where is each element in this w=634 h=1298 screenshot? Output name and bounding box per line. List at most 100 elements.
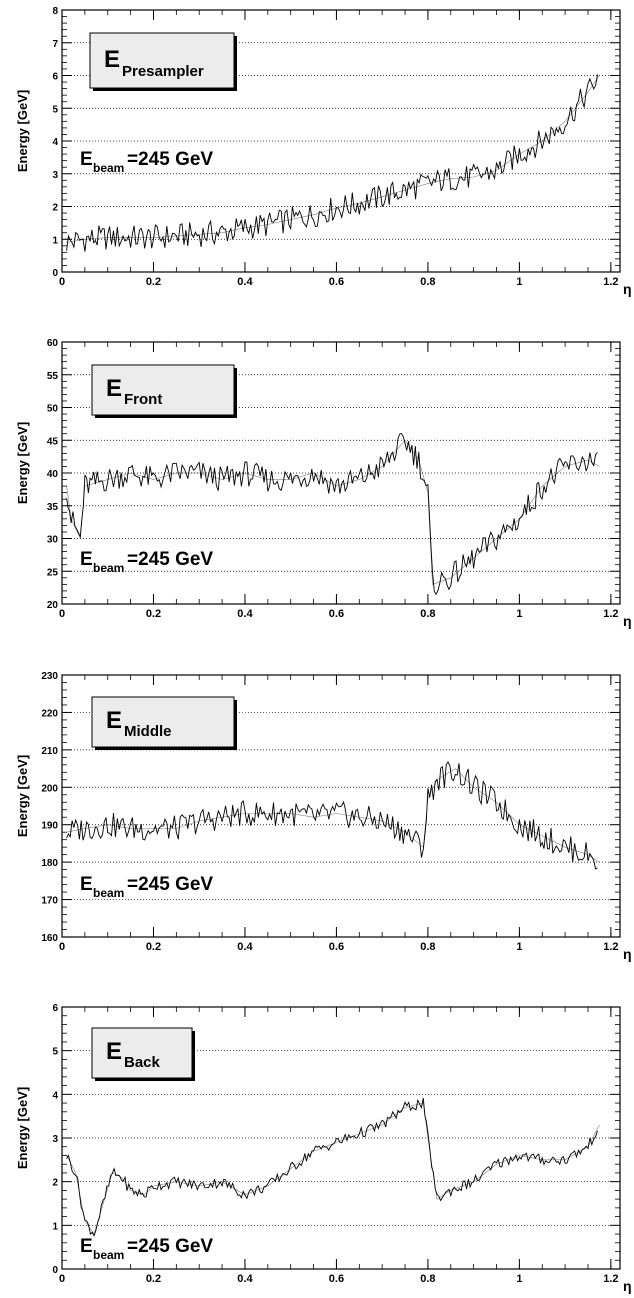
x-tick-label: 0.4 bbox=[237, 276, 253, 288]
y-tick-label: 4 bbox=[52, 1090, 58, 1101]
y-tick-label: 180 bbox=[41, 858, 58, 869]
series-trend bbox=[66, 75, 600, 243]
x-axis-title: η bbox=[623, 281, 632, 297]
x-tick-label: 0.6 bbox=[329, 608, 344, 620]
x-tick-label: 1 bbox=[516, 608, 522, 620]
label-box bbox=[91, 1027, 193, 1079]
y-tick-label: 7 bbox=[52, 39, 58, 50]
x-tick-label: 1 bbox=[516, 1273, 522, 1285]
x-tick-label: 0.6 bbox=[329, 276, 344, 288]
y-axis-title: Energy [GeV] bbox=[15, 1087, 30, 1169]
label-main: E bbox=[106, 375, 122, 402]
y-tick-label: 55 bbox=[47, 371, 59, 382]
beam-sub: beam bbox=[93, 1248, 124, 1262]
x-tick-label: 1.2 bbox=[603, 1273, 618, 1285]
x-tick-label: 0 bbox=[59, 276, 65, 288]
y-tick-label: 60 bbox=[47, 338, 59, 349]
y-tick-label: 2 bbox=[52, 1178, 58, 1189]
y-tick-label: 35 bbox=[47, 502, 59, 513]
beam-main: E bbox=[80, 874, 93, 895]
y-tick-label: 200 bbox=[41, 783, 58, 794]
x-axis-title: η bbox=[623, 613, 632, 629]
y-tick-label: 210 bbox=[41, 746, 58, 757]
beam-sub: beam bbox=[93, 561, 124, 575]
x-tick-label: 1.2 bbox=[603, 276, 618, 288]
y-tick-label: 30 bbox=[47, 535, 59, 546]
label-sub: Presampler bbox=[122, 63, 204, 80]
label-main: E bbox=[106, 707, 122, 734]
series-line bbox=[66, 432, 598, 596]
x-tick-label: 1.2 bbox=[603, 941, 618, 953]
beam-main: E bbox=[80, 549, 93, 570]
y-tick-label: 230 bbox=[41, 671, 58, 682]
label-box bbox=[91, 696, 235, 748]
x-tick-label: 0.2 bbox=[146, 941, 161, 953]
x-tick-label: 0.8 bbox=[420, 941, 435, 953]
y-tick-label: 3 bbox=[52, 170, 58, 181]
x-tick-label: 0.6 bbox=[329, 1273, 344, 1285]
y-tick-label: 160 bbox=[41, 933, 58, 944]
y-tick-label: 25 bbox=[47, 567, 59, 578]
series-trend bbox=[66, 1102, 600, 1235]
beam-rest: =245 GeV bbox=[127, 1236, 213, 1257]
x-tick-label: 0.2 bbox=[146, 608, 161, 620]
label-box bbox=[91, 364, 235, 416]
y-tick-label: 1 bbox=[52, 1221, 58, 1232]
y-tick-label: 4 bbox=[52, 137, 58, 148]
x-tick-label: 1.2 bbox=[603, 608, 618, 620]
y-tick-label: 8 bbox=[52, 6, 58, 17]
x-tick-label: 0.4 bbox=[237, 1273, 253, 1285]
beam-rest: =245 GeV bbox=[127, 149, 213, 170]
x-tick-label: 1 bbox=[516, 941, 522, 953]
y-tick-label: 1 bbox=[52, 235, 58, 246]
x-tick-label: 0.8 bbox=[420, 276, 435, 288]
y-tick-label: 220 bbox=[41, 708, 58, 719]
label-main: E bbox=[104, 46, 120, 73]
x-tick-label: 0.6 bbox=[329, 941, 344, 953]
y-tick-label: 5 bbox=[52, 104, 58, 115]
panel-presampler: 0 1 2 3 4 5 6 7 8 0 0.2 0.4 0.6 0.8 1 1.2 η Energy [GeV] E… bbox=[15, 6, 632, 297]
label-sub: Back bbox=[124, 1054, 161, 1071]
x-tick-label: 0.2 bbox=[146, 1273, 161, 1285]
label-sub: Middle bbox=[124, 723, 172, 740]
y-tick-label: 5 bbox=[52, 1047, 58, 1058]
y-tick-label: 0 bbox=[52, 268, 58, 279]
y-tick-label: 20 bbox=[47, 600, 59, 611]
series-line bbox=[66, 74, 598, 252]
x-tick-label: 0.8 bbox=[420, 1273, 435, 1285]
beam-sub: beam bbox=[93, 161, 124, 175]
x-tick-label: 0 bbox=[59, 941, 65, 953]
beam-main: E bbox=[80, 1236, 93, 1257]
x-tick-label: 0.4 bbox=[237, 941, 253, 953]
y-tick-label: 3 bbox=[52, 1134, 58, 1145]
x-tick-label: 0.4 bbox=[237, 608, 253, 620]
label-box bbox=[89, 32, 235, 89]
beam-sub: beam bbox=[93, 886, 124, 900]
y-tick-label: 2 bbox=[52, 203, 58, 214]
beam-main: E bbox=[80, 149, 93, 170]
x-tick-label: 0.2 bbox=[146, 276, 161, 288]
series-trend bbox=[66, 768, 600, 863]
label-main: E bbox=[106, 1038, 122, 1065]
y-tick-label: 6 bbox=[52, 1003, 58, 1014]
beam-rest: =245 GeV bbox=[127, 874, 213, 895]
plot-frame bbox=[61, 674, 621, 938]
y-tick-label: 0 bbox=[52, 1265, 58, 1276]
panel-middle: 160 170 180 190 200 210 220 230 0 0.2 0.4 0.6 0.8 1 1.… bbox=[15, 671, 632, 962]
x-axis-title: η bbox=[623, 1278, 632, 1294]
y-tick-label: 40 bbox=[47, 469, 59, 480]
x-axis-title: η bbox=[623, 946, 632, 962]
y-axis-title: Energy [GeV] bbox=[15, 422, 30, 504]
y-tick-label: 6 bbox=[52, 72, 58, 83]
y-tick-label: 50 bbox=[47, 404, 59, 415]
y-axis-title: Energy [GeV] bbox=[15, 755, 30, 837]
x-tick-label: 0 bbox=[59, 608, 65, 620]
series-line bbox=[66, 1097, 598, 1237]
series-line bbox=[66, 760, 598, 870]
beam-rest: =245 GeV bbox=[127, 549, 213, 570]
x-tick-label: 0 bbox=[59, 1273, 65, 1285]
label-sub: Front bbox=[124, 391, 162, 408]
series-trend bbox=[66, 439, 600, 585]
